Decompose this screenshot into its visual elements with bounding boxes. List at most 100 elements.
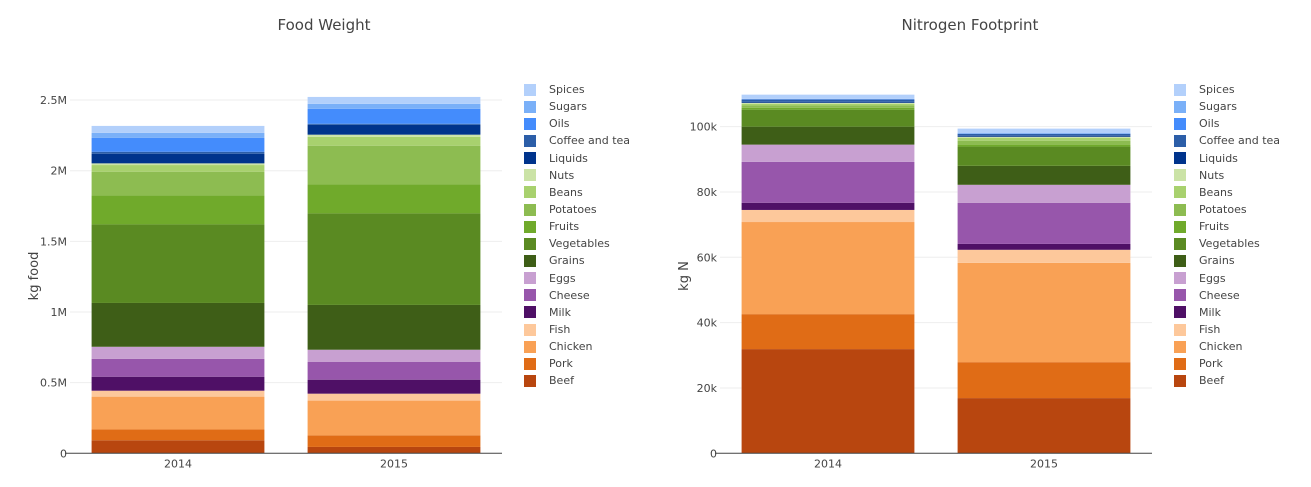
legend-item-vegetables[interactable]: Vegetables (515, 235, 630, 252)
bar-segment-spices-2014[interactable] (91, 125, 265, 133)
bar-segment-nuts-2014[interactable] (91, 163, 265, 166)
legend-item-potatoes[interactable]: Potatoes (1165, 201, 1280, 218)
bar-segment-eggs-2014[interactable] (741, 144, 915, 162)
bar-segment-grains-2015[interactable] (307, 304, 481, 350)
bar-segment-chicken-2014[interactable] (741, 222, 915, 315)
legend-item-chicken[interactable]: Chicken (1165, 338, 1280, 355)
legend-item-fruits[interactable]: Fruits (1165, 218, 1280, 235)
bar-segment-fish-2015[interactable] (307, 393, 481, 401)
bar-segment-beef-2015[interactable] (957, 398, 1131, 454)
legend-item-spices[interactable]: Spices (1165, 81, 1280, 98)
bar-segment-vegetables-2015[interactable] (957, 146, 1131, 166)
bar-segment-spices-2015[interactable] (307, 96, 481, 104)
bar-segment-fruits-2015[interactable] (957, 144, 1131, 147)
bar-segment-chicken-2014[interactable] (91, 396, 265, 430)
bar-segment-eggs-2014[interactable] (91, 346, 265, 359)
bar-segment-chicken-2015[interactable] (957, 262, 1131, 363)
legend-item-sugars[interactable]: Sugars (1165, 98, 1280, 115)
legend-item-cheese[interactable]: Cheese (515, 287, 630, 304)
bar-segment-cheese-2015[interactable] (307, 361, 481, 380)
bar-segment-nuts-2014[interactable] (741, 102, 915, 104)
bar-segment-grains-2014[interactable] (741, 126, 915, 145)
bar-segment-pork-2015[interactable] (307, 435, 481, 447)
legend-item-pork[interactable]: Pork (515, 355, 630, 372)
bar-segment-spices-2015[interactable] (957, 128, 1131, 134)
bar-segment-vegetables-2014[interactable] (741, 109, 915, 127)
bar-segment-beef-2014[interactable] (91, 440, 265, 454)
bar-segment-fruits-2014[interactable] (741, 107, 915, 110)
bar-segment-cheese-2014[interactable] (741, 161, 915, 203)
legend-item-vegetables[interactable]: Vegetables (1165, 235, 1280, 252)
bar-segment-liquids-2015[interactable] (957, 135, 1131, 137)
bar-segment-coffee-and-tea-2014[interactable] (91, 151, 265, 154)
bar-segment-potatoes-2015[interactable] (307, 145, 481, 185)
legend-item-eggs[interactable]: Eggs (515, 270, 630, 287)
legend-item-milk[interactable]: Milk (515, 304, 630, 321)
bar-segment-nuts-2015[interactable] (307, 134, 481, 137)
bar-segment-beef-2015[interactable] (307, 446, 481, 454)
bar-segment-fish-2014[interactable] (741, 209, 915, 223)
legend-item-beef[interactable]: Beef (1165, 372, 1280, 389)
bar-segment-milk-2015[interactable] (957, 243, 1131, 250)
bar-segment-cheese-2014[interactable] (91, 358, 265, 377)
bar-segment-sugars-2015[interactable] (307, 103, 481, 109)
legend-item-milk[interactable]: Milk (1165, 304, 1280, 321)
bar-segment-sugars-2014[interactable] (91, 132, 265, 138)
legend-item-pork[interactable]: Pork (1165, 355, 1280, 372)
bar-segment-coffee-and-tea-2014[interactable] (741, 99, 915, 102)
bar-segment-liquids-2014[interactable] (91, 153, 265, 164)
bar-segment-milk-2014[interactable] (91, 376, 265, 391)
bar-segment-oils-2014[interactable] (91, 137, 265, 152)
legend-item-nuts[interactable]: Nuts (1165, 167, 1280, 184)
bar-segment-pork-2014[interactable] (91, 429, 265, 441)
legend-item-beans[interactable]: Beans (515, 184, 630, 201)
bar-segment-potatoes-2014[interactable] (91, 171, 265, 196)
legend-item-chicken[interactable]: Chicken (515, 338, 630, 355)
bar-segment-vegetables-2015[interactable] (307, 213, 481, 305)
legend-item-coffee-and-tea[interactable]: Coffee and tea (515, 132, 630, 149)
legend-item-fish[interactable]: Fish (515, 321, 630, 338)
bar-segment-vegetables-2014[interactable] (91, 224, 265, 303)
legend-item-oils[interactable]: Oils (515, 115, 630, 132)
bar-segment-beef-2014[interactable] (741, 349, 915, 454)
bar-segment-liquids-2015[interactable] (307, 124, 481, 135)
legend-item-sugars[interactable]: Sugars (515, 98, 630, 115)
legend-item-eggs[interactable]: Eggs (1165, 270, 1280, 287)
bar-segment-grains-2015[interactable] (957, 165, 1131, 185)
bar-segment-chicken-2015[interactable] (307, 400, 481, 436)
legend-item-fish[interactable]: Fish (1165, 321, 1280, 338)
bar-segment-beans-2015[interactable] (957, 137, 1131, 141)
bar-segment-coffee-and-tea-2015[interactable] (957, 133, 1131, 136)
bar-segment-liquids-2014[interactable] (741, 101, 915, 103)
bar-segment-fruits-2014[interactable] (91, 195, 265, 225)
legend-item-coffee-and-tea[interactable]: Coffee and tea (1165, 132, 1280, 149)
legend-item-fruits[interactable]: Fruits (515, 218, 630, 235)
legend-item-beans[interactable]: Beans (1165, 184, 1280, 201)
legend-item-liquids[interactable]: Liquids (1165, 150, 1280, 167)
legend-item-oils[interactable]: Oils (1165, 115, 1280, 132)
bar-segment-spices-2014[interactable] (741, 94, 915, 99)
legend-item-beef[interactable]: Beef (515, 372, 630, 389)
legend-item-grains[interactable]: Grains (515, 252, 630, 269)
bar-segment-milk-2014[interactable] (741, 202, 915, 210)
bar-segment-fish-2015[interactable] (957, 249, 1131, 263)
legend-item-spices[interactable]: Spices (515, 81, 630, 98)
bar-segment-beans-2014[interactable] (91, 165, 265, 172)
bar-segment-fish-2014[interactable] (91, 390, 265, 397)
bar-segment-potatoes-2014[interactable] (741, 105, 915, 108)
bar-segment-milk-2015[interactable] (307, 379, 481, 394)
bar-segment-fruits-2015[interactable] (307, 184, 481, 214)
bar-segment-pork-2014[interactable] (741, 314, 915, 350)
legend-item-liquids[interactable]: Liquids (515, 150, 630, 167)
legend-item-cheese[interactable]: Cheese (1165, 287, 1280, 304)
bar-segment-eggs-2015[interactable] (957, 184, 1131, 203)
food-weight-plot-area[interactable]: 0 0.5M 1M 1.5M 2M 2.5M 2014 2015 kg food (0, 0, 656, 487)
bar-segment-beans-2015[interactable] (307, 136, 481, 146)
legend-item-potatoes[interactable]: Potatoes (515, 201, 630, 218)
legend-item-grains[interactable]: Grains (1165, 252, 1280, 269)
bar-segment-cheese-2015[interactable] (957, 202, 1131, 244)
bar-segment-potatoes-2015[interactable] (957, 140, 1131, 145)
bar-segment-oils-2015[interactable] (307, 108, 481, 124)
bar-segment-beans-2014[interactable] (741, 103, 915, 106)
legend-item-nuts[interactable]: Nuts (515, 167, 630, 184)
